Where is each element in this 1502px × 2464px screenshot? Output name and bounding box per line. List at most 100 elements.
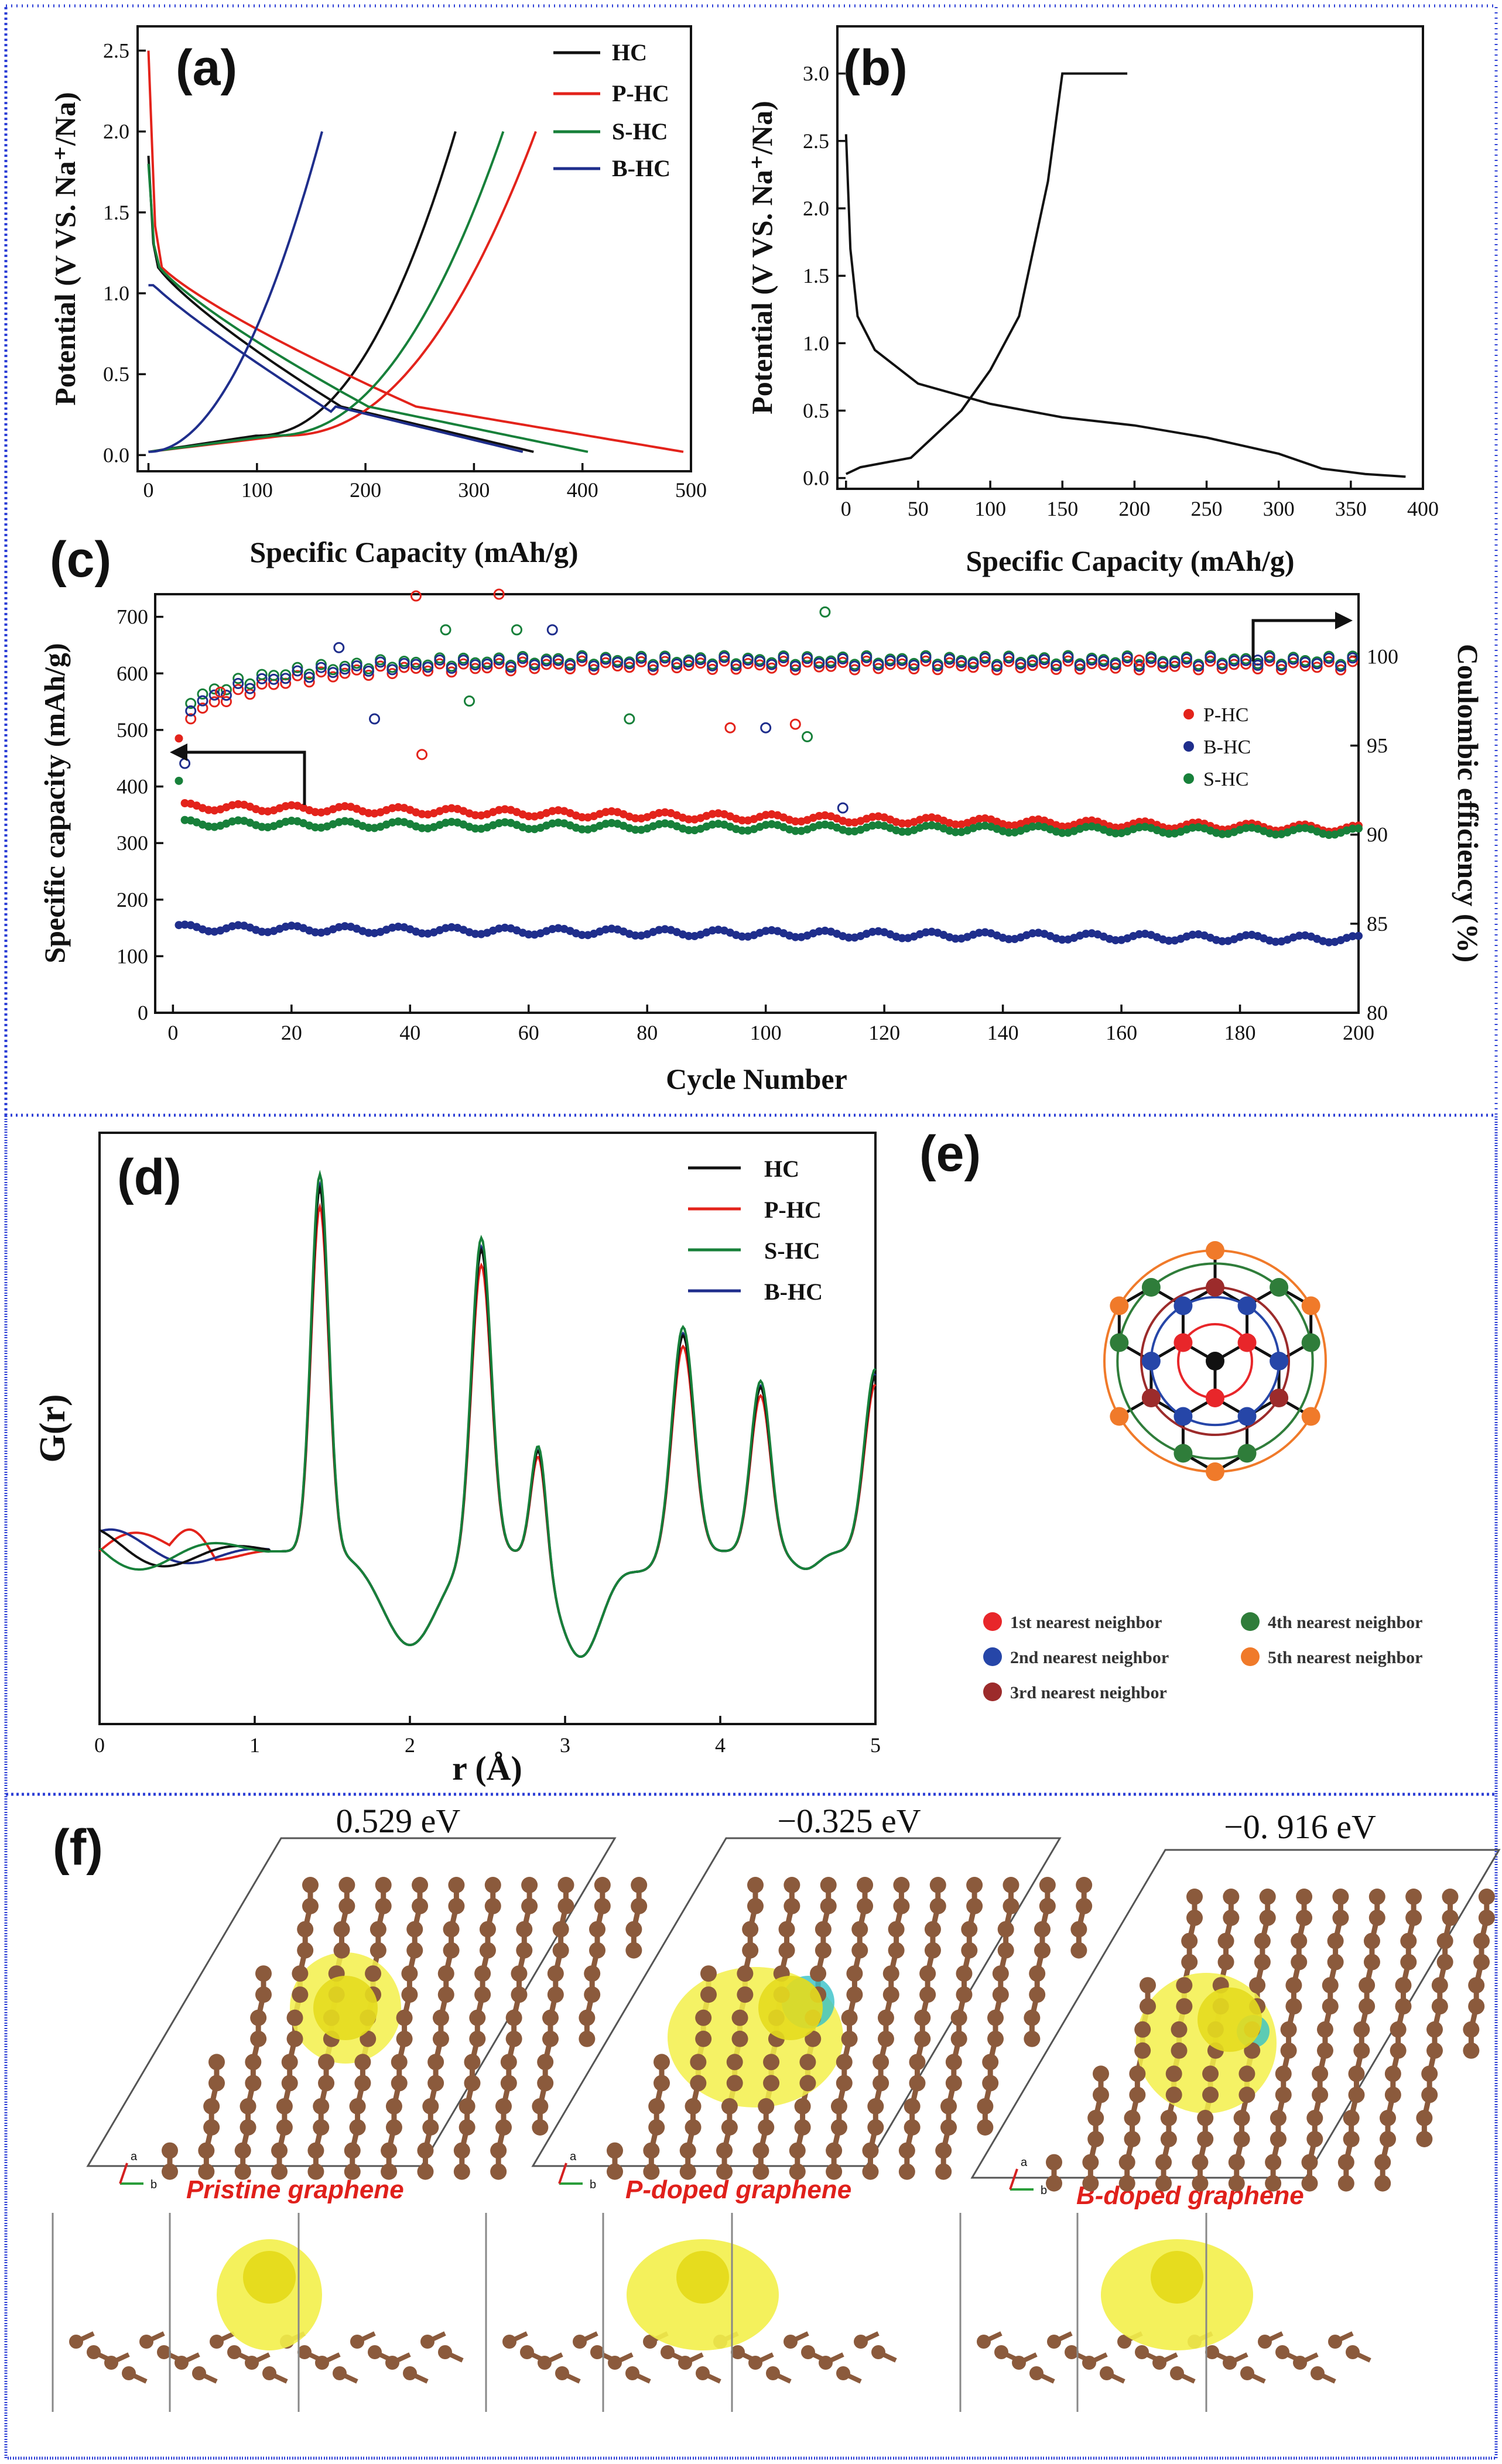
y2-tick-label: 100 xyxy=(1367,645,1398,668)
carbon-atom xyxy=(914,2009,931,2026)
x-tick-label: 5 xyxy=(870,1733,881,1757)
carbon-atom xyxy=(412,1898,429,1914)
carbon-atom xyxy=(815,1921,832,1938)
carbon-atom xyxy=(1285,1998,1302,2015)
ce-point-P-HC xyxy=(897,658,908,670)
carbon-atom xyxy=(1296,1889,1313,1905)
ce-point-P-HC xyxy=(778,656,789,667)
ce-point-P-HC xyxy=(386,668,398,680)
panel-a-x-label: Specific Capacity (mAh/g) xyxy=(249,536,578,568)
ce-point-B-HC xyxy=(932,660,943,672)
panel-d-x-label: r (Å) xyxy=(452,1749,522,1787)
carbon-atom xyxy=(443,1942,460,1959)
ce-point-B-HC xyxy=(576,652,588,663)
side-carbon-atom xyxy=(192,2366,206,2380)
carbon-atom xyxy=(862,2142,879,2159)
y2-tick-label: 80 xyxy=(1367,1001,1388,1024)
ce-point-B-HC xyxy=(292,665,303,677)
panel-c-y2-label: Coulombic efficiency (%) xyxy=(1452,644,1484,962)
ce-point-B-HC xyxy=(979,652,991,664)
carbon-atom xyxy=(919,1986,936,2003)
carbon-atom xyxy=(432,2009,449,2026)
capacity-point-B-HC xyxy=(1218,937,1227,945)
ce-point-S-HC xyxy=(185,698,197,710)
panel-f-label: (f) xyxy=(53,1819,103,1876)
capacity-point-B-HC xyxy=(1082,930,1090,938)
side-carbon-atom xyxy=(1152,2356,1166,2370)
carbon-atom xyxy=(731,2009,748,2026)
x-tick-label: 40 xyxy=(399,1021,420,1044)
carbon-atom xyxy=(1380,2131,1397,2147)
capacity-point-S-HC xyxy=(1218,830,1227,838)
capacity-point-S-HC xyxy=(1004,828,1013,837)
carbon-atom xyxy=(505,2030,522,2047)
side-carbon-atom xyxy=(696,2366,710,2380)
side-carbon-atom xyxy=(643,2335,657,2349)
carbon-atom xyxy=(281,2054,298,2071)
side-carbon-atom xyxy=(783,2335,798,2349)
y-tick-label: 0.0 xyxy=(103,443,129,467)
y-tick-label: 1.5 xyxy=(803,264,829,287)
carbon-atom xyxy=(726,2075,743,2092)
ce-point-B-HC xyxy=(1275,660,1287,672)
side-na-atom xyxy=(676,2251,729,2304)
ce-point-P-HC xyxy=(1015,662,1027,674)
carbon-atom xyxy=(867,2119,884,2136)
carbon-atom xyxy=(1160,2110,1177,2126)
carbon-atom xyxy=(1463,2021,1480,2038)
capacity-point-B-HC xyxy=(180,920,189,929)
lattice-atom xyxy=(1173,1333,1193,1352)
carbon-atom xyxy=(333,1942,350,1959)
carbon-atom xyxy=(208,2054,225,2071)
carbon-atom xyxy=(1259,1910,1276,1926)
carbon-atom xyxy=(794,2119,811,2136)
capacity-point-B-HC xyxy=(524,930,533,939)
ce-point-B-HC xyxy=(375,656,386,668)
ce-point-B-HC xyxy=(612,656,624,668)
ce-point-P-HC xyxy=(588,664,600,676)
carbon-atom xyxy=(427,2075,444,2092)
capacity-point-B-HC xyxy=(577,931,586,940)
ce-point-P-HC xyxy=(802,656,813,668)
ce-point-B-HC xyxy=(991,660,1003,672)
ce-point-P-HC xyxy=(315,666,327,678)
capacity-point-B-HC xyxy=(898,934,906,943)
carbon-atom xyxy=(516,1921,533,1938)
panel-b-y-label: Potential (V VS. Na⁺/Na) xyxy=(745,101,778,414)
x-tick-label: 2 xyxy=(405,1733,415,1757)
ce-outlier-S-HC xyxy=(464,695,475,707)
nb3-marker xyxy=(983,1682,1002,1701)
carbon-atom xyxy=(198,2142,215,2159)
side-carbon-atom xyxy=(1275,2345,1289,2359)
ce-point-P-HC xyxy=(564,663,576,674)
carbon-atom xyxy=(1280,2021,1297,2038)
carbon-atom xyxy=(851,1921,868,1938)
ce-point-S-HC xyxy=(268,670,279,681)
ce-point-B-HC xyxy=(1311,658,1323,670)
ce-outlier-S-HC xyxy=(802,731,813,742)
carbon-atom xyxy=(1291,1954,1308,1970)
x-tick-label: 0 xyxy=(167,1021,178,1044)
lattice-atom xyxy=(1237,1296,1257,1315)
capacity-point-S-HC xyxy=(898,827,906,836)
x-tick-label: 3 xyxy=(560,1733,570,1757)
carbon-atom xyxy=(552,1942,569,1959)
ce-point-P-HC xyxy=(1110,662,1121,674)
capacity-point-P-HC xyxy=(447,804,456,813)
carbon-atom xyxy=(643,2142,660,2159)
carbon-atom xyxy=(1124,2131,1141,2147)
ce-point-B-HC xyxy=(552,654,564,666)
x-tick-label: 300 xyxy=(1263,497,1295,520)
legend-phc-label: P-HC xyxy=(1203,704,1248,726)
ce-point-B-HC xyxy=(185,705,197,717)
ce-point-B-HC xyxy=(362,666,374,677)
capacity-point-S-HC xyxy=(1028,823,1037,831)
side-carbon-atom xyxy=(555,2366,569,2380)
carbon-atom xyxy=(1217,1932,1234,1949)
lattice-atom xyxy=(1206,1462,1224,1481)
ce-point-B-HC xyxy=(742,654,754,666)
ce-point-B-HC xyxy=(683,656,694,668)
side-carbon-atom xyxy=(1293,2356,1307,2370)
ce-outlier-B-HC xyxy=(837,802,848,814)
x-tick-label: 200 xyxy=(350,478,381,502)
